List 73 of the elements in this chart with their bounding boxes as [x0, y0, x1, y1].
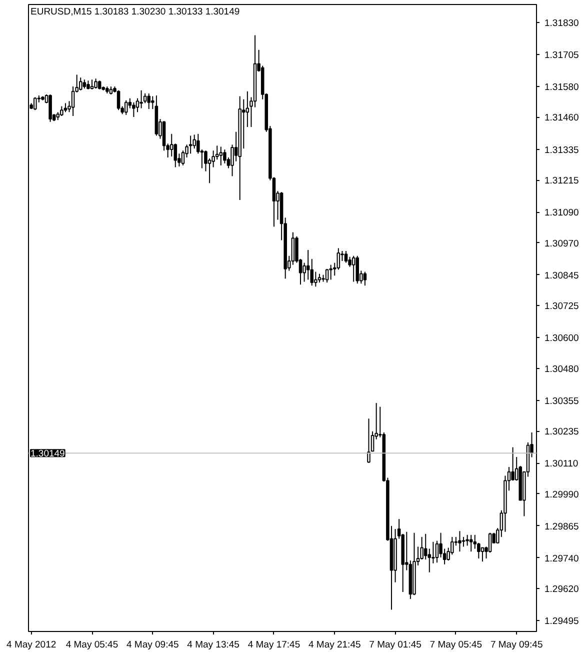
y-tick-label: 1.31705 — [544, 50, 579, 61]
candlestick — [458, 530, 462, 552]
candlestick — [344, 250, 348, 264]
candlestick — [424, 533, 428, 560]
candlestick — [78, 77, 82, 91]
candlestick — [469, 534, 473, 552]
y-tick-label: 1.31335 — [544, 144, 579, 156]
candlestick — [60, 106, 64, 116]
candlestick — [291, 232, 295, 266]
y-tick-label: 1.31215 — [544, 176, 579, 187]
y-tick-label: 1.29495 — [544, 616, 579, 628]
x-tick-label: 7 May 09:45 — [490, 640, 543, 650]
y-tick-label: 1.30480 — [544, 364, 579, 375]
x-tick-label: 4 May 09:45 — [126, 640, 179, 650]
chart-title: EURUSD,M15 1.30183 1.30230 1.30133 1.30149 — [30, 6, 240, 18]
y-tick-label: 1.29865 — [544, 521, 579, 532]
y-tick-label: 1.29990 — [544, 489, 579, 500]
candlestick — [466, 534, 469, 546]
candlestick — [116, 90, 120, 111]
candlestick — [356, 255, 360, 284]
candlestick — [352, 255, 356, 282]
candlestick — [314, 271, 318, 288]
x-tick-label: 4 May 21:45 — [308, 640, 361, 650]
candlestick — [136, 98, 140, 113]
candlestick — [329, 264, 332, 280]
y-tick-label: 1.30725 — [544, 301, 579, 312]
ref-line-label: 1.30149 — [30, 448, 65, 460]
y-tick-label: 1.30845 — [544, 270, 579, 282]
candlestick — [432, 541, 435, 564]
candlestick — [246, 90, 250, 128]
candlestick — [132, 102, 136, 118]
y-tick-label: 1.29740 — [544, 553, 579, 564]
candlestick — [71, 86, 75, 116]
candlestick — [174, 143, 178, 168]
candlestick — [367, 418, 370, 464]
x-tick-label: 4 May 13:45 — [187, 640, 240, 650]
y-tick-label: 1.30970 — [544, 238, 579, 250]
y-tick-label: 1.31090 — [544, 208, 579, 219]
y-tick-label: 1.29620 — [544, 584, 579, 596]
candlestick — [124, 100, 128, 116]
candlestick — [219, 146, 223, 166]
candlestick — [170, 133, 174, 157]
y-tick-label: 1.30235 — [544, 426, 579, 438]
candlestick — [140, 90, 143, 109]
candlestick — [435, 540, 439, 564]
candlestick — [306, 249, 310, 280]
y-tick-label: 1.30600 — [544, 333, 579, 344]
candlestick — [188, 135, 192, 154]
candlestick — [370, 430, 374, 452]
y-tick-label: 1.31580 — [544, 82, 579, 93]
y-tick-label: 1.30110 — [544, 458, 578, 470]
candlestick — [223, 149, 226, 164]
x-tick-label: 4 May 17:45 — [248, 640, 300, 650]
candlestick — [363, 271, 367, 286]
x-tick-label: 7 May 01:45 — [369, 640, 422, 650]
x-tick-label: 4 May 2012 — [6, 640, 56, 650]
candlestick — [33, 96, 37, 111]
y-tick-label: 1.31830 — [544, 18, 579, 29]
candlestick — [480, 547, 484, 562]
x-tick-label: 4 May 05:45 — [66, 640, 118, 650]
candlestick — [181, 150, 185, 166]
candlestick — [48, 94, 52, 122]
candlestick — [462, 536, 466, 548]
x-tick-label: 7 May 05:45 — [430, 640, 482, 650]
candlestick — [94, 78, 98, 90]
candlestick — [325, 268, 329, 284]
y-tick-label: 1.31460 — [544, 112, 579, 124]
candlestick — [336, 248, 340, 270]
candlestick — [511, 446, 514, 482]
candlestick — [162, 120, 166, 152]
y-tick-label: 1.30355 — [544, 396, 579, 407]
candlestick — [147, 92, 151, 110]
candlestick — [90, 79, 94, 90]
